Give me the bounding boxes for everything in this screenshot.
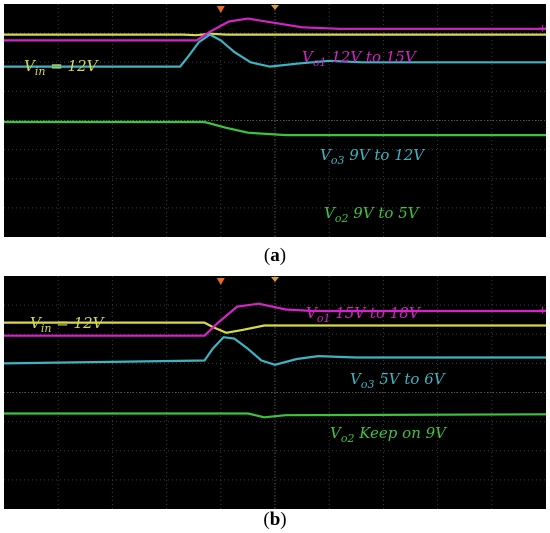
time-reference-marker-icon bbox=[271, 277, 279, 282]
label-vo3: Vo3 5V to 6V bbox=[350, 370, 447, 391]
label-value: = 12V bbox=[51, 314, 105, 332]
caption-a: (a) bbox=[263, 245, 287, 266]
trace-vo2 bbox=[4, 412, 546, 419]
caption-b-letter: b bbox=[269, 509, 281, 530]
label-value: 15V to 18V bbox=[330, 304, 421, 322]
caption-b: (b) bbox=[263, 509, 287, 530]
trace-vin bbox=[4, 32, 546, 37]
trace-vo1 bbox=[4, 17, 546, 42]
label-symbol: V bbox=[320, 146, 333, 164]
grid bbox=[4, 276, 546, 509]
label-vo2: Vo2 Keep on 9V bbox=[330, 424, 448, 445]
trigger-marker-icon bbox=[216, 6, 225, 13]
label-symbol: V bbox=[24, 57, 37, 75]
label-value: 9V to 5V bbox=[348, 204, 420, 222]
label-subscript: o3 bbox=[361, 378, 375, 391]
label-subscript: in bbox=[35, 65, 46, 78]
grid bbox=[4, 4, 546, 237]
label-value: = 12V bbox=[45, 57, 99, 75]
caption-a-letter: a bbox=[270, 245, 280, 266]
label-symbol: V bbox=[30, 314, 43, 332]
label-subscript: o3 bbox=[331, 154, 345, 167]
label-vo1: Vo1 12V to 15V bbox=[302, 48, 418, 69]
label-value: 5V to 6V bbox=[374, 370, 446, 388]
label-symbol: V bbox=[306, 304, 319, 322]
label-symbol: V bbox=[302, 48, 315, 66]
label-vin: Vin = 12V bbox=[24, 57, 100, 78]
trace-vo3 bbox=[4, 33, 546, 68]
oscilloscope-panel-a: + Vin = 12V Vo1 12V to 15V Vo3 9V to 12V Vo2… bbox=[4, 4, 546, 237]
label-symbol: V bbox=[324, 204, 337, 222]
label-value: Keep on 9V bbox=[354, 424, 448, 442]
label-vo1: Vo1 15V to 18V bbox=[306, 304, 422, 325]
label-vo3: Vo3 9V to 12V bbox=[320, 146, 426, 167]
time-reference-marker-icon bbox=[271, 5, 279, 10]
trace-vo1 bbox=[4, 302, 546, 337]
label-value: 12V to 15V bbox=[326, 48, 417, 66]
label-vin: Vin = 12V bbox=[30, 314, 106, 335]
trace-vo2 bbox=[4, 120, 546, 137]
label-subscript: o1 bbox=[313, 56, 327, 69]
label-subscript: o1 bbox=[317, 312, 331, 325]
label-value: 9V to 12V bbox=[344, 146, 426, 164]
trigger-marker-icon bbox=[216, 278, 225, 285]
label-symbol: V bbox=[350, 370, 363, 388]
label-vo2: Vo2 9V to 5V bbox=[324, 204, 421, 225]
trace-vo3 bbox=[4, 336, 546, 366]
oscilloscope-panel-b: + Vin = 12V Vo1 15V to 18V Vo3 5V to 6V Vo2 … bbox=[4, 276, 546, 509]
label-subscript: o2 bbox=[341, 432, 355, 445]
label-symbol: V bbox=[330, 424, 343, 442]
label-subscript: in bbox=[41, 322, 52, 335]
label-subscript: o2 bbox=[335, 212, 349, 225]
trace-vin bbox=[4, 321, 546, 334]
